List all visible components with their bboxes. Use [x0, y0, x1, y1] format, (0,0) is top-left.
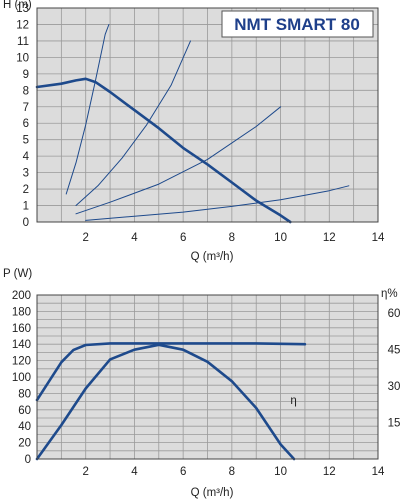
- power-x-tick-label: 6: [180, 466, 186, 478]
- head-x-tick-label: 6: [180, 232, 186, 244]
- power-curve: [35, 342, 307, 402]
- title-box: [221, 10, 374, 38]
- power-x-tick-label: 14: [372, 466, 385, 478]
- head-plot-border: [36, 7, 379, 223]
- head-y-tick-label: 2: [23, 184, 29, 196]
- head-y-axis-label: H (m): [3, 0, 32, 11]
- efficiency-y-tick-label: 45: [388, 345, 400, 357]
- power-chart: 0 20 40 60 80 100 120 140 160 180 200 15 30 45 60 2 4 6…: [3, 268, 400, 499]
- max-head-curve: [35, 77, 292, 224]
- head-y-tick-label: 5: [23, 135, 29, 147]
- efficiency-y-tick-label: 30: [388, 381, 400, 393]
- head-x-tick-label: 2: [83, 232, 89, 244]
- head-x-tick-label: 8: [229, 232, 235, 244]
- power-x-tick-label: 12: [323, 466, 336, 478]
- head-y-tick-label: 9: [23, 69, 29, 81]
- head-x-tick-label: 4: [131, 232, 138, 244]
- power-x-tick-label: 2: [83, 466, 89, 478]
- system-curve-2: [75, 40, 191, 206]
- power-y-tick-label: 40: [18, 421, 31, 433]
- power-y-tick-label: 120: [12, 356, 31, 368]
- efficiency-y-axis-label: η%: [381, 288, 398, 300]
- efficiency-y-tick-label: 15: [388, 418, 400, 430]
- power-y-tick-label: 80: [18, 388, 31, 400]
- head-x-tick-label: 14: [372, 232, 385, 244]
- power-y-tick-label: 200: [12, 290, 31, 302]
- power-y-tick-label: 60: [18, 405, 31, 417]
- system-curve-3: [75, 106, 282, 215]
- power-plot-border: [36, 294, 379, 460]
- head-y-tick-label: 13: [16, 3, 29, 15]
- efficiency-curve-label: η: [290, 395, 296, 407]
- power-y-tick-label: 20: [18, 438, 31, 450]
- power-y-tick-label: 140: [12, 339, 31, 351]
- head-series: [35, 24, 350, 224]
- system-curve-4: [85, 185, 350, 221]
- head-grid: [37, 8, 378, 222]
- power-y-ticks: 0 20 40 60 80 100 120 140 160 180 200: [12, 290, 31, 466]
- power-y-axis-label: P (W): [3, 268, 32, 280]
- head-y-tick-label: 10: [16, 52, 29, 64]
- head-y-tick-label: 11: [17, 36, 29, 48]
- efficiency-curve: [35, 343, 296, 461]
- efficiency-y-ticks: 15 30 45 60: [388, 308, 400, 429]
- head-x-tick-label: 10: [274, 232, 287, 244]
- power-x-tick-label: 4: [131, 466, 138, 478]
- power-series: [35, 342, 307, 461]
- head-y-tick-label: 7: [23, 102, 29, 114]
- power-x-tick-label: 10: [274, 466, 287, 478]
- head-y-tick-label: 1: [23, 201, 29, 213]
- power-y-tick-label: 100: [12, 372, 31, 384]
- head-y-tick-label: 3: [23, 168, 29, 180]
- power-grid: [37, 295, 378, 459]
- power-x-tick-label: 8: [229, 466, 235, 478]
- head-x-axis-label: Q (m³/h): [191, 251, 234, 263]
- head-x-tick-label: 12: [323, 232, 336, 244]
- head-y-tick-label: 6: [23, 118, 29, 130]
- head-y-tick-label: 0: [23, 217, 29, 229]
- power-annotations: η: [290, 395, 296, 407]
- power-y-tick-label: 0: [25, 454, 31, 466]
- chart-title: NMT SMART 80: [234, 15, 360, 34]
- head-y-tick-label: 8: [23, 85, 29, 97]
- head-y-tick-label: 4: [23, 151, 30, 163]
- efficiency-y-tick-label: 60: [388, 308, 400, 320]
- power-y-tick-label: 180: [12, 306, 31, 318]
- head-x-ticks: 2 4 6 8 10 12 14: [83, 232, 385, 244]
- head-y-tick-label: 12: [16, 19, 29, 31]
- power-x-axis-label: Q (m³/h): [191, 487, 234, 499]
- power-y-tick-label: 160: [12, 323, 31, 335]
- system-curve-1: [65, 24, 110, 195]
- power-x-ticks: 2 4 6 8 10 12 14: [83, 466, 385, 478]
